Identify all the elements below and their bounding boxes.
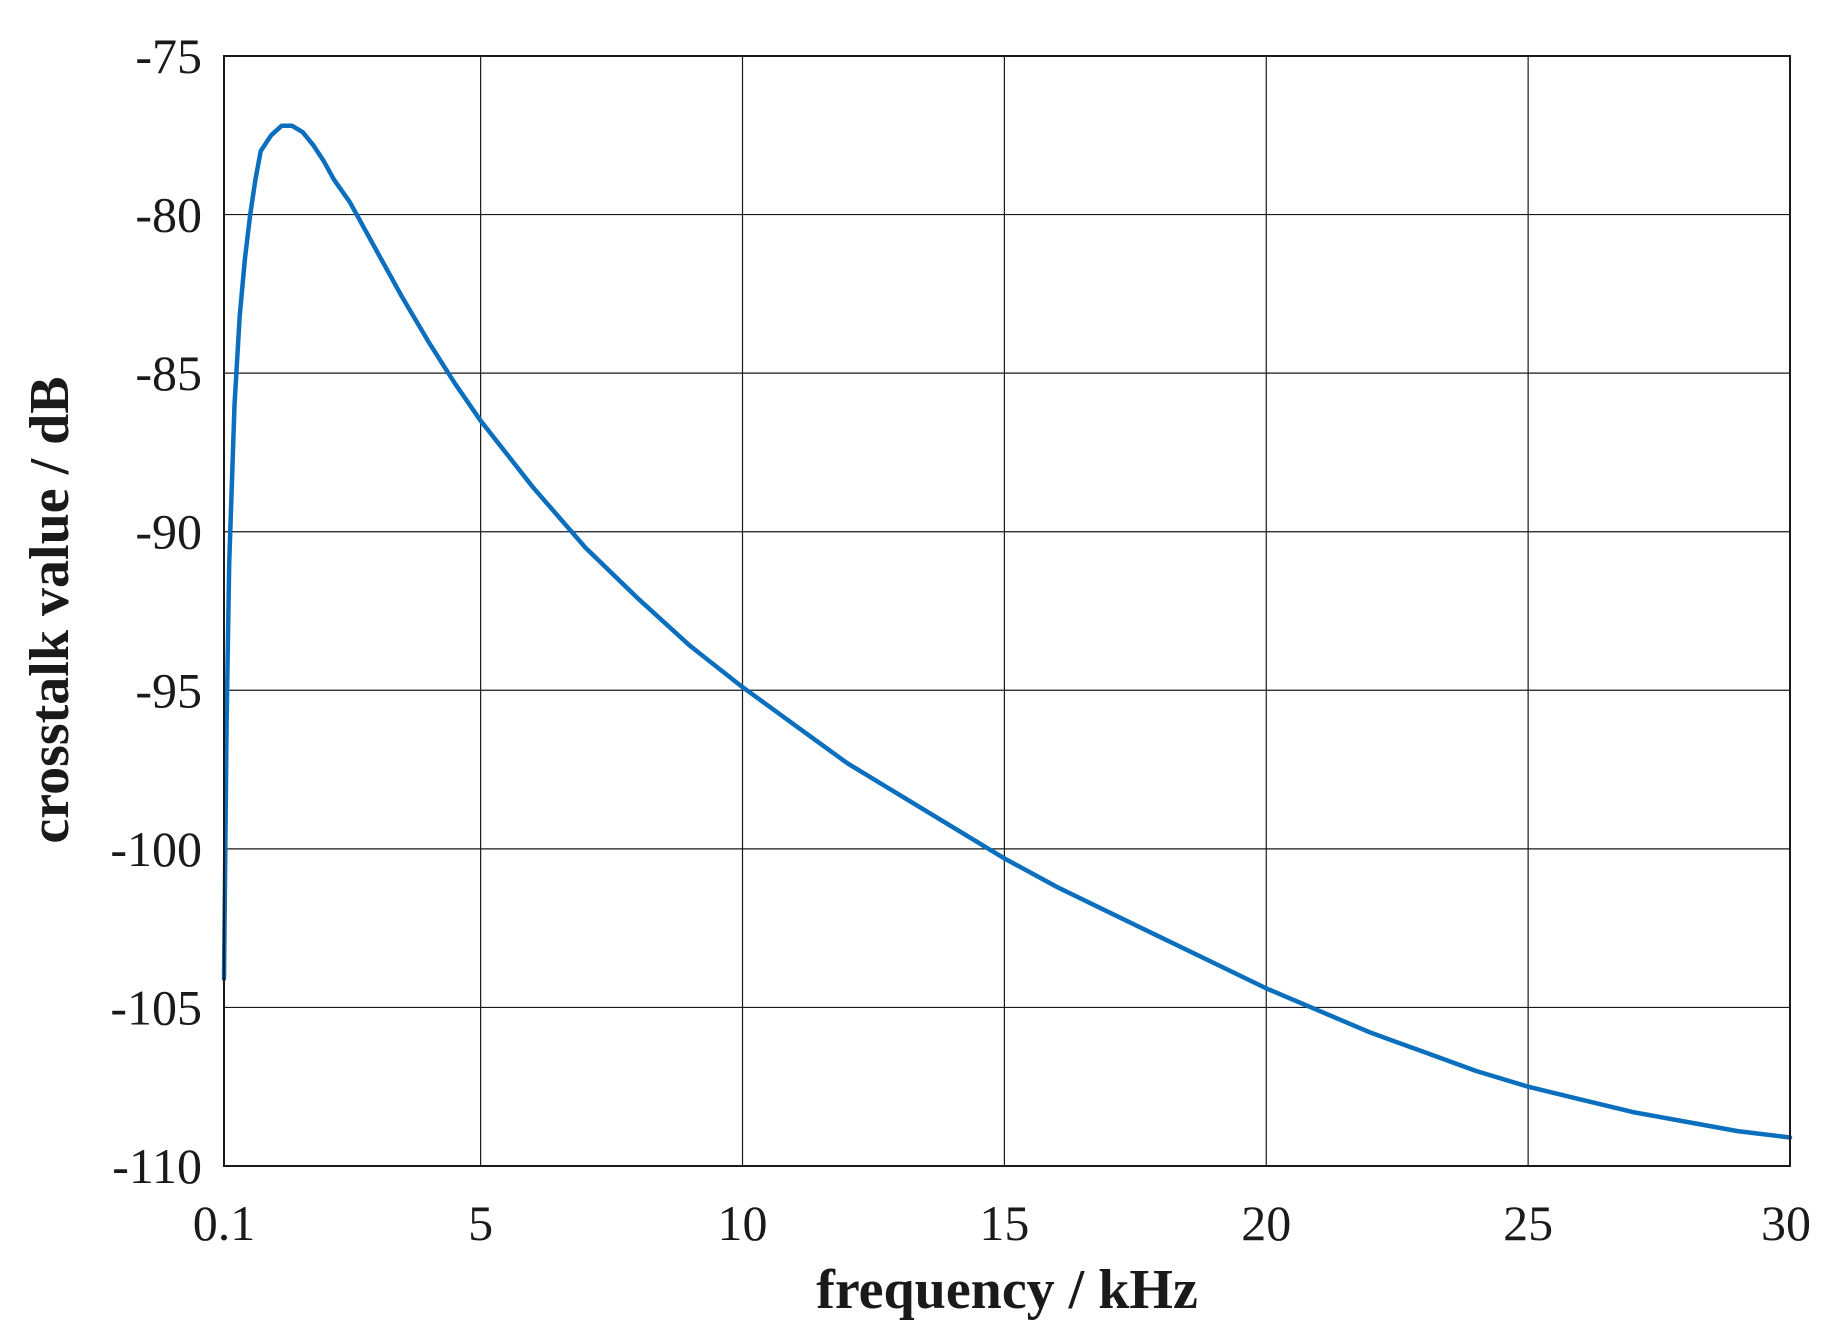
y-tick-label: -95 xyxy=(135,662,202,718)
y-tick-label: -90 xyxy=(135,504,202,560)
x-tick-label: 10 xyxy=(718,1195,768,1251)
x-tick-label: 20 xyxy=(1241,1195,1291,1251)
plot-background xyxy=(224,56,1790,1166)
y-tick-label: -100 xyxy=(110,821,202,877)
x-axis-title: frequency / kHz xyxy=(816,1259,1198,1321)
y-axis-title: crosstalk value / dB xyxy=(19,376,81,843)
x-tick-label: 30 xyxy=(1761,1195,1811,1251)
x-tick-label: 15 xyxy=(979,1195,1029,1251)
y-tick-label: -105 xyxy=(110,979,202,1035)
x-tick-label: 0.1 xyxy=(193,1195,256,1251)
x-axis-ticks: 0.1 5 10 15 20 25 30 xyxy=(193,1195,1811,1251)
y-tick-label: -110 xyxy=(112,1138,202,1194)
x-tick-label: 5 xyxy=(468,1195,493,1251)
series-line xyxy=(221,123,1793,1140)
y-tick-label: -75 xyxy=(135,28,202,84)
grid xyxy=(224,56,1790,1166)
series-layer xyxy=(221,123,1793,1140)
plot-frame xyxy=(223,55,1791,1167)
y-axis-ticks: -75 -80 -85 -90 -95 -100 -105 -110 xyxy=(110,28,202,1194)
y-tick-label: -85 xyxy=(135,345,202,401)
y-tick-label: -80 xyxy=(135,187,202,243)
x-tick-label: 25 xyxy=(1503,1195,1553,1251)
